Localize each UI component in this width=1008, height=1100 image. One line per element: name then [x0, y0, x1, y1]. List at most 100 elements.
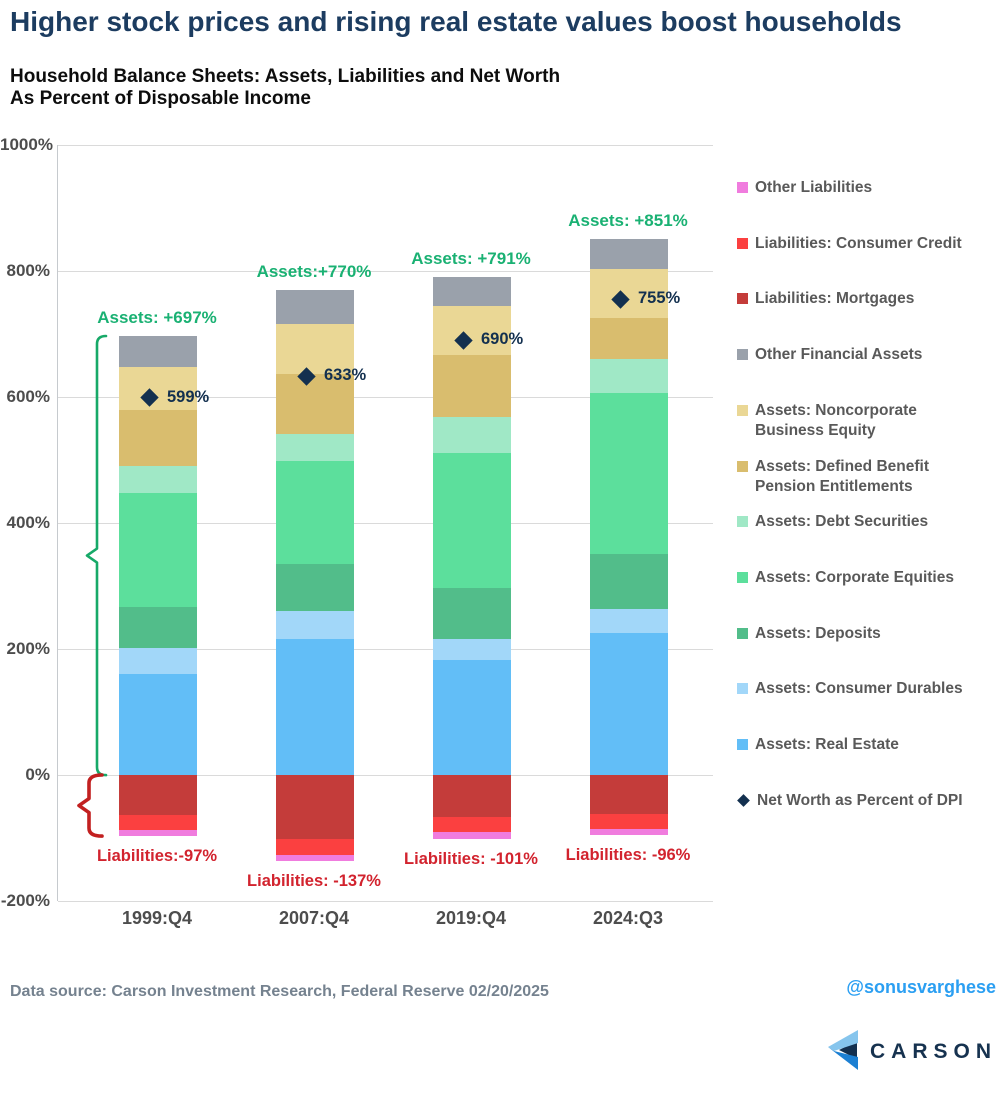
bar-segment: [590, 633, 668, 775]
y-axis-tick-label: 1000%: [0, 135, 53, 154]
bar-segment: [119, 648, 197, 674]
bar-segment: [433, 775, 511, 817]
bar-segment: [433, 417, 511, 453]
bar-segment: [590, 609, 668, 633]
assets-total-label: Assets: +697%: [97, 307, 217, 327]
bar-segment: [276, 434, 354, 461]
legend-item-label: Other Financial Assets: [755, 346, 923, 364]
legend-item-label: Assets: Noncorporate Business Equity: [755, 401, 917, 440]
bar-segment: [433, 832, 511, 839]
bar-segment: [119, 336, 197, 367]
chart-subtitle-line2: As Percent of Disposable Income: [10, 88, 311, 109]
legend-item-label: Liabilities: Consumer Credit: [755, 234, 962, 252]
bar-segment: [119, 815, 197, 830]
bar-segment: [590, 393, 668, 554]
bar-segment: [276, 839, 354, 855]
liabilities-brace: [77, 773, 104, 838]
legend-item: Assets: Deposits: [737, 624, 881, 645]
bar-segment: [590, 359, 668, 393]
legend-item: Other Financial Assets: [737, 345, 922, 366]
bar-segment: [276, 461, 354, 564]
gridline: [58, 145, 713, 146]
legend-item: Assets: Noncorporate Business Equity: [737, 401, 917, 442]
bar-segment: [276, 639, 354, 775]
y-axis-tick-label: 600%: [6, 387, 50, 406]
assets-total-label: Assets: +851%: [568, 210, 688, 230]
gridline: [58, 397, 713, 398]
chart-subtitle-line1: Household Balance Sheets: Assets, Liabil…: [10, 66, 561, 87]
assets-total-label: Assets: +791%: [411, 248, 531, 268]
legend-swatch-icon: [737, 627, 748, 639]
carson-logo-text: CARSON: [870, 1040, 998, 1063]
bar-segment: [276, 855, 354, 861]
bar-segment: [276, 324, 354, 374]
social-handle: @sonusvarghese: [846, 977, 996, 997]
bar-segment: [119, 367, 197, 410]
legend-item-label: Net Worth as Percent of DPI: [757, 791, 963, 809]
y-axis-tick-label: -200%: [0, 891, 50, 910]
bar-segment: [119, 410, 197, 466]
bar-segment: [276, 290, 354, 324]
bar-segment: [590, 829, 668, 835]
chart-headline: Higher stock prices and rising real esta…: [10, 6, 902, 37]
bar-segment: [590, 318, 668, 359]
bar-segment: [590, 814, 668, 829]
legend-item: Assets: Real Estate: [737, 735, 899, 756]
liabilities-total-label: Liabilities:-97%: [96, 847, 218, 866]
legend-swatch-icon: [737, 683, 748, 695]
bar-segment: [433, 817, 511, 832]
legend-diamond-icon: [737, 793, 750, 807]
legend-swatch-icon: [737, 571, 748, 583]
bar-segment: [119, 607, 197, 648]
bar-segment: [119, 466, 197, 493]
net-worth-value-label: 690%: [481, 330, 524, 349]
legend-swatch-icon: [737, 293, 748, 305]
legend-item: Other Liabilities: [737, 178, 872, 199]
bar-segment: [433, 660, 511, 775]
legend-swatch-icon: [737, 739, 748, 750]
gridline: [58, 775, 713, 776]
bar-segment: [590, 554, 668, 609]
carson-logo: CARSON: [826, 1030, 997, 1070]
bar-segment: [433, 306, 511, 355]
y-axis-tick-label: 400%: [6, 513, 50, 532]
bar-segment: [119, 674, 197, 775]
bar-segment: [433, 639, 511, 660]
y-axis-tick-label: 800%: [6, 261, 50, 280]
bar-segment: [276, 374, 354, 434]
legend-swatch-icon: [737, 237, 748, 249]
x-axis-tick-label: 2024:Q3: [592, 908, 664, 928]
legend-swatch-icon: [737, 349, 748, 361]
legend-item: Assets: Debt Securities: [737, 512, 928, 533]
carson-logo-icon: [828, 1030, 858, 1070]
gridline: [58, 271, 713, 272]
plot-area: [57, 145, 713, 902]
bar-segment: [119, 493, 197, 607]
y-axis-tick-label: 200%: [6, 639, 50, 658]
bar-segment: [276, 611, 354, 639]
legend-item-label: Liabilities: Mortgages: [755, 290, 915, 308]
bar-segment: [433, 277, 511, 306]
bar-segment: [119, 830, 197, 836]
liabilities-total-label: Liabilities: -96%: [565, 846, 691, 865]
x-axis-tick-label: 2019:Q4: [435, 908, 507, 928]
legend-item: Net Worth as Percent of DPI: [737, 791, 963, 812]
legend-item: Assets: Defined Benefit Pension Entitleme…: [737, 457, 929, 498]
gridline: [58, 649, 713, 650]
legend-item-label: Assets: Defined Benefit Pension Entitleme…: [755, 457, 929, 496]
x-axis-tick-label: 2007:Q4: [278, 908, 350, 928]
net-worth-value-label: 755%: [638, 289, 681, 308]
bar-segment: [119, 775, 197, 815]
gridline: [58, 901, 713, 902]
bar-segment: [433, 588, 511, 639]
legend-item-label: Assets: Corporate Equities: [755, 568, 954, 586]
net-worth-value-label: 599%: [167, 387, 210, 406]
legend-swatch-icon: [737, 460, 748, 472]
bar-segment: [590, 775, 668, 814]
gridline: [58, 523, 713, 524]
legend-swatch-icon: [737, 404, 748, 416]
legend-item-label: Assets: Real Estate: [755, 736, 899, 753]
chart-subtitle: Household Balance Sheets: Assets, Liabil…: [10, 66, 560, 110]
bar-segment: [276, 564, 354, 611]
legend-item: Liabilities: Mortgages: [737, 289, 914, 310]
